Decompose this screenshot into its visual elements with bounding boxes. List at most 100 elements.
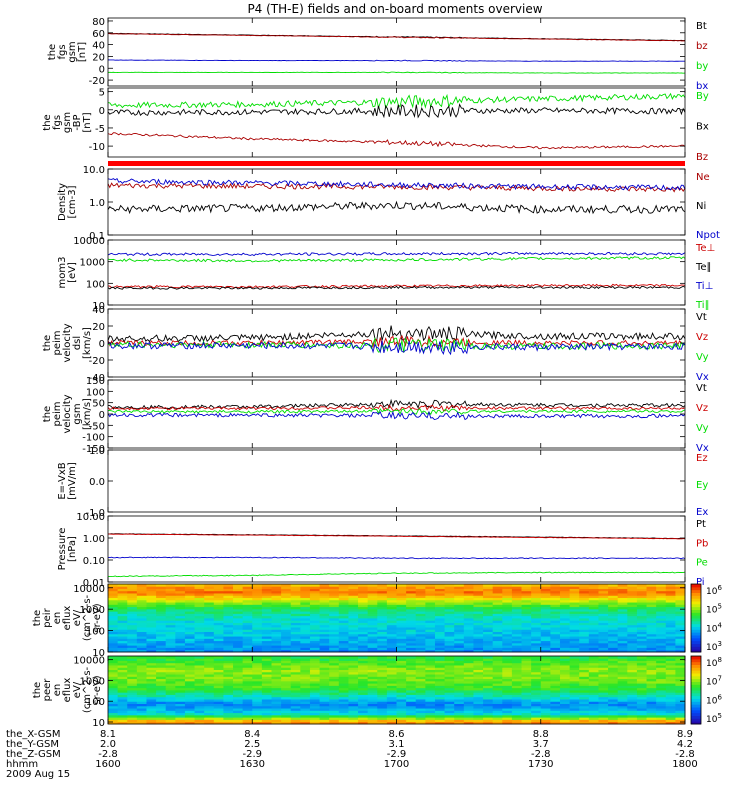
spectrogram-cell	[338, 613, 349, 617]
spectrogram-cell	[223, 586, 234, 589]
spectrogram-cell	[540, 618, 551, 621]
spectrogram-cell	[367, 662, 378, 666]
spectrogram-cell	[175, 584, 186, 587]
spectrogram-cell	[281, 627, 292, 630]
spectrogram-cell	[483, 588, 494, 592]
spectrogram-cell	[444, 721, 455, 725]
spectrogram-cell	[204, 690, 215, 693]
spectrogram-cell	[184, 599, 195, 603]
spectrogram-cell	[338, 608, 349, 612]
spectrogram-cell	[540, 708, 551, 711]
spectrogram-cell	[415, 658, 426, 661]
spectrogram-cell	[415, 708, 426, 711]
spectrogram-cell	[444, 645, 455, 648]
spectrogram-cell	[136, 631, 147, 635]
spectrogram-cell	[540, 631, 551, 635]
spectrogram-cell	[646, 692, 657, 695]
spectrogram-cell	[598, 622, 609, 626]
spectrogram-cell	[117, 658, 128, 661]
spectrogram-cell	[588, 593, 599, 596]
spectrogram-cell	[588, 629, 599, 632]
spectrogram-cell	[204, 705, 215, 709]
spectrogram-cell	[358, 595, 369, 598]
spectrogram-cell	[588, 712, 599, 716]
spectrogram-cell	[627, 658, 638, 661]
y-tick-label: -50	[89, 421, 105, 432]
spectrogram-cell	[540, 690, 551, 693]
spectrogram-cell	[473, 687, 484, 691]
spectrogram-cell	[194, 694, 205, 698]
spectrogram-cell	[511, 618, 522, 621]
colorbar-tick-exponent: 3	[717, 640, 721, 648]
spectrogram-cell	[204, 584, 215, 587]
spectrogram-cell	[396, 627, 407, 630]
spectrogram-cell	[233, 636, 244, 639]
spectrogram-cell	[627, 719, 638, 723]
spectrogram-cell	[290, 645, 301, 648]
spectrogram-cell	[338, 676, 349, 680]
spectrogram-cell	[463, 687, 474, 691]
legend-label-Vx: Vx	[696, 443, 709, 454]
spectrogram-cell	[175, 669, 186, 673]
spectrogram-cell	[127, 642, 138, 646]
spectrogram-cell	[617, 624, 628, 628]
spectrogram-cell	[559, 687, 570, 691]
spectrogram-cell	[502, 608, 513, 612]
spectrogram-cell	[300, 674, 311, 677]
colorbar-cell	[691, 692, 701, 697]
spectrogram-cell	[521, 694, 532, 698]
spectrogram-cell	[502, 627, 513, 630]
spectrogram-cell	[184, 703, 195, 707]
spectrogram-cell	[444, 627, 455, 630]
spectrogram-cell	[261, 595, 272, 598]
spectrogram-cell	[290, 687, 301, 691]
spectrogram-cell	[223, 712, 234, 716]
spectrogram-cell	[636, 595, 647, 598]
spectrogram-cell	[463, 640, 474, 644]
spectrogram-cell	[396, 584, 407, 587]
spectrogram-cell	[108, 629, 119, 632]
spectrogram-cell	[261, 615, 272, 619]
spectrogram-cell	[204, 699, 215, 702]
spectrogram-cell	[252, 710, 263, 714]
spectrogram-cell	[108, 647, 119, 651]
spectrogram-cell	[348, 705, 359, 709]
spectrogram-cell	[665, 611, 676, 614]
spectrogram-cell	[194, 656, 205, 659]
spectrogram-cell	[309, 584, 320, 587]
spectrogram-cell	[483, 638, 494, 642]
spectrogram-cell	[117, 638, 128, 642]
y-axis-label-line: [cm-3]	[67, 185, 78, 218]
spectrogram-cell	[627, 633, 638, 637]
spectrogram-cell	[415, 662, 426, 666]
spectrogram-cell	[108, 611, 119, 614]
spectrogram-cell	[386, 690, 397, 693]
spectrogram-cell	[521, 705, 532, 709]
spectrogram-cell	[617, 645, 628, 648]
spectrogram-cell	[675, 699, 686, 702]
spectrogram-cell	[473, 608, 484, 612]
colorbar-cell	[691, 598, 701, 602]
spectrogram-cell	[406, 687, 417, 691]
spectrogram-cell	[367, 638, 378, 642]
y-axis-label-line: peir	[42, 607, 53, 627]
spectrogram-cell	[309, 680, 320, 684]
spectrogram-cell	[348, 645, 359, 648]
spectrogram-cell	[434, 669, 445, 673]
spectrogram-cell	[233, 721, 244, 725]
colorbar-cell	[691, 670, 701, 674]
colorbar-cell	[691, 687, 701, 691]
legend-label-Ni: Ni	[696, 201, 706, 212]
spectrogram-cell	[194, 710, 205, 714]
spectrogram-cell	[636, 629, 647, 632]
spectrogram-cell	[108, 613, 119, 617]
spectrogram-cell	[425, 629, 436, 632]
spectrogram-cell	[665, 701, 676, 704]
spectrogram-cell	[608, 676, 619, 680]
spectrogram-cell	[367, 622, 378, 626]
spectrogram-cell	[386, 683, 397, 686]
spectrogram-cell	[656, 719, 667, 723]
spectrogram-cell	[386, 599, 397, 603]
spectrogram-cell	[300, 687, 311, 691]
spectrogram-cell	[540, 633, 551, 637]
